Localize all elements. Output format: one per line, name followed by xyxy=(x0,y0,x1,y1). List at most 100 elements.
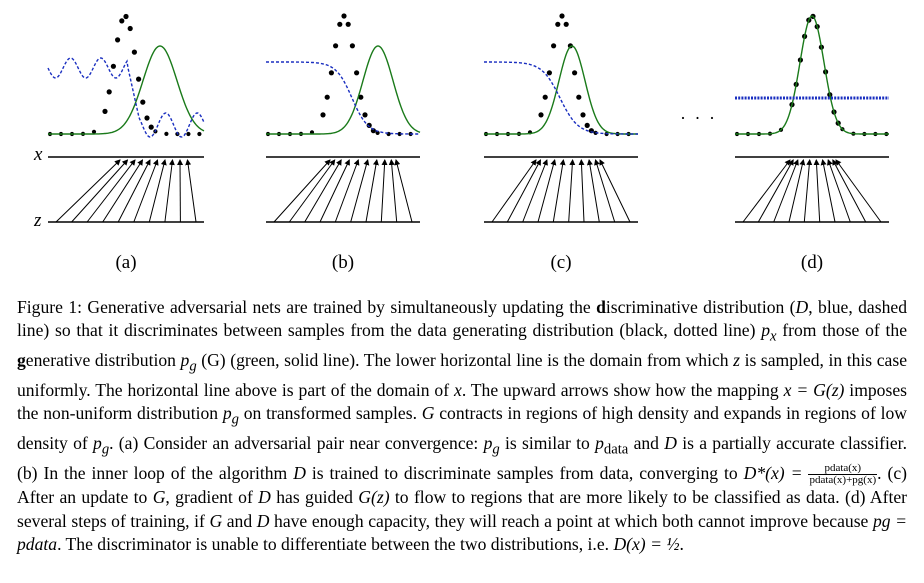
mapping-arrows xyxy=(742,159,882,223)
mapping-arrow xyxy=(586,159,600,223)
mapping-arrow xyxy=(599,159,631,223)
data-distribution-dots xyxy=(734,13,889,137)
data-point xyxy=(91,129,97,134)
mapping-arrow xyxy=(788,159,806,223)
data-point xyxy=(341,13,347,19)
mapping-arrow xyxy=(522,159,548,223)
data-point xyxy=(106,89,112,95)
data-point xyxy=(320,112,326,118)
data-point xyxy=(538,112,544,118)
data-point xyxy=(115,37,121,43)
discriminator-curve xyxy=(47,57,205,138)
mapping-arrow xyxy=(537,159,557,223)
mapping-arrows xyxy=(273,159,413,223)
panel-d xyxy=(734,13,889,223)
mapping-arrow xyxy=(491,159,537,223)
mapping-arrow xyxy=(578,159,585,223)
data-point xyxy=(337,21,343,27)
mapping-arrow xyxy=(380,159,388,223)
mapping-arrow xyxy=(86,159,136,223)
data-point xyxy=(559,13,565,19)
data-point xyxy=(197,131,202,137)
data-point xyxy=(370,128,376,134)
data-point xyxy=(555,21,561,27)
mapping-arrow xyxy=(365,159,379,223)
mapping-arrow xyxy=(742,159,791,223)
data-point xyxy=(324,94,330,100)
panel-label-a: (a) xyxy=(115,252,137,273)
mapping-arrow xyxy=(835,159,882,223)
mapping-arrow xyxy=(820,159,836,223)
data-point xyxy=(397,131,402,137)
data-point xyxy=(358,94,364,100)
discriminator-curve xyxy=(266,61,420,135)
panel-a xyxy=(47,13,205,223)
mapping-arrow xyxy=(803,159,813,223)
mapping-arrow xyxy=(273,159,331,223)
mapping-arrow xyxy=(55,159,121,223)
data-distribution-dots xyxy=(47,13,202,137)
mapping-arrow xyxy=(388,159,398,223)
data-point xyxy=(354,70,360,76)
optimal-d-fraction: pdata(x) pdata(x)+pg(x) xyxy=(808,462,878,487)
panel-label-b: (b) xyxy=(331,252,355,273)
discriminator-curve xyxy=(484,61,638,135)
mapping-arrow xyxy=(552,159,566,223)
mapping-arrow xyxy=(394,159,413,223)
data-point xyxy=(345,21,351,27)
mapping-arrow xyxy=(71,159,129,223)
mapping-arrow xyxy=(827,159,851,223)
mapping-arrow xyxy=(594,159,616,223)
ellipsis: · · · xyxy=(680,108,717,128)
data-point xyxy=(186,131,191,137)
panel-b xyxy=(265,13,421,223)
data-point xyxy=(333,43,339,49)
generator-distribution-curve xyxy=(735,15,889,135)
generator-distribution-curve xyxy=(484,45,638,135)
data-point xyxy=(136,76,142,82)
mapping-arrow xyxy=(757,159,794,223)
mapping-arrow xyxy=(506,159,541,223)
mapping-arrow xyxy=(133,159,159,223)
data-point xyxy=(140,99,146,105)
data-point xyxy=(110,63,116,69)
mapping-arrow xyxy=(304,159,342,223)
data-point xyxy=(542,94,548,100)
data-point xyxy=(580,112,586,118)
data-point xyxy=(119,18,125,24)
data-point xyxy=(123,13,129,20)
panel-label-c: (c) xyxy=(550,252,572,273)
data-point xyxy=(576,94,582,100)
panel-c xyxy=(483,13,638,223)
x-axis-label: x xyxy=(34,144,43,165)
figure-graphic xyxy=(47,13,889,223)
mapping-arrow xyxy=(185,159,197,223)
data-point xyxy=(546,70,553,76)
data-point xyxy=(366,122,372,128)
mapping-arrows xyxy=(491,159,631,223)
mapping-arrow xyxy=(102,159,144,223)
data-point xyxy=(102,108,108,114)
data-point xyxy=(375,130,380,135)
data-point xyxy=(563,21,569,27)
figure-caption: Figure 1: Generative adversarial nets ar… xyxy=(17,297,908,554)
mapping-arrow xyxy=(350,159,370,223)
panel-label-d: (d) xyxy=(800,252,824,273)
data-point xyxy=(362,112,368,118)
data-point xyxy=(584,122,590,128)
data-point xyxy=(328,70,334,76)
mapping-arrow xyxy=(832,159,867,223)
mapping-arrow xyxy=(164,159,175,223)
data-point xyxy=(572,70,578,76)
mapping-arrow xyxy=(568,159,576,223)
mapping-arrows xyxy=(55,159,197,223)
data-point xyxy=(349,43,355,49)
mapping-arrow xyxy=(334,159,360,223)
data-point xyxy=(131,49,137,55)
mapping-arrow xyxy=(773,159,799,223)
data-point xyxy=(148,124,154,130)
z-axis-label: z xyxy=(34,210,42,231)
mapping-arrow xyxy=(288,159,336,223)
mapping-arrow xyxy=(813,159,821,223)
data-point xyxy=(164,131,169,136)
